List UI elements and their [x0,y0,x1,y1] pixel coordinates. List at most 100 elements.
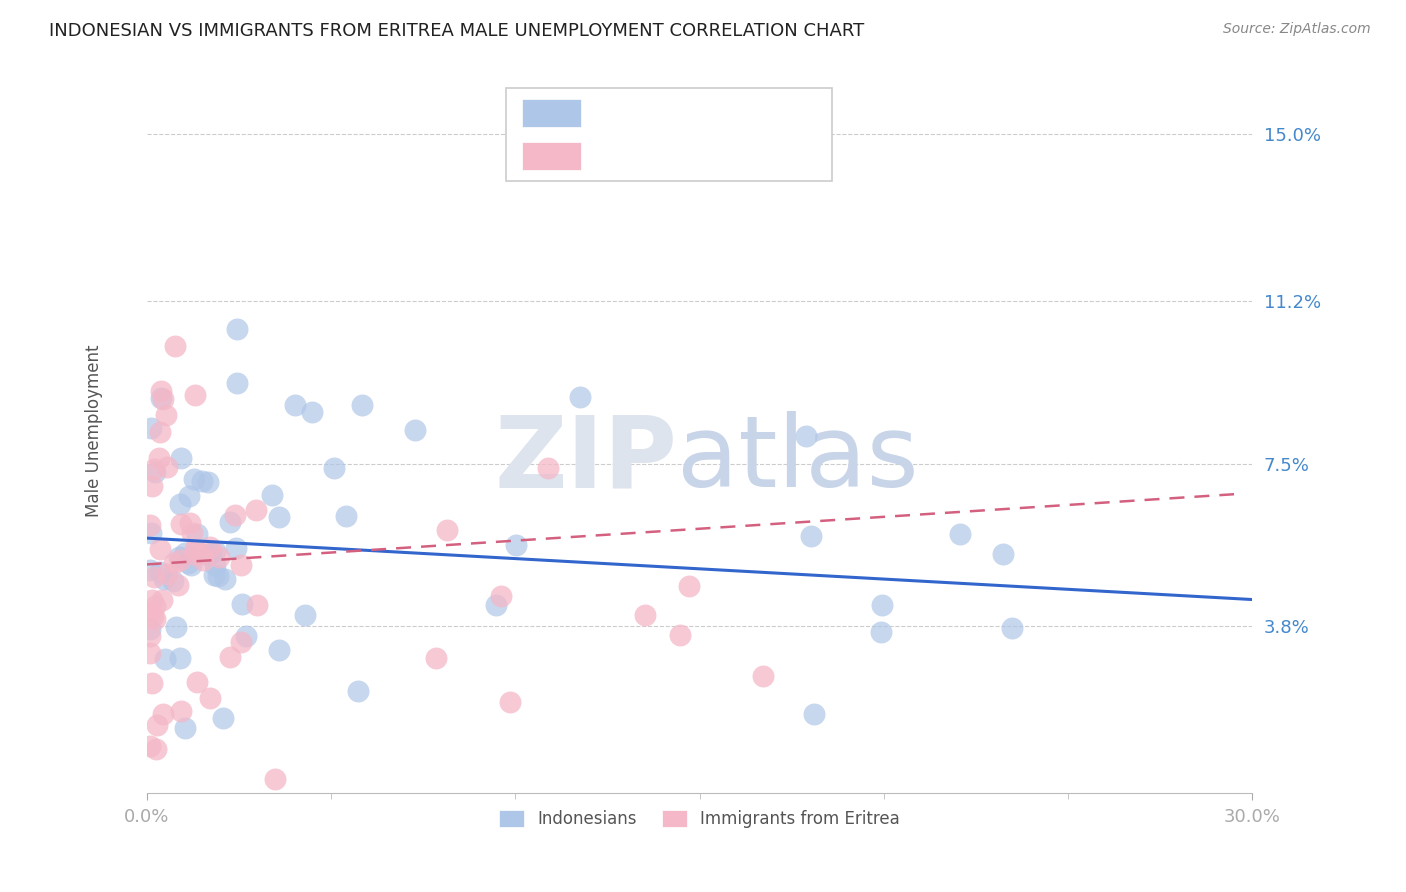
Point [139,525,162,540]
Point [425,651,447,665]
Point [150,593,173,607]
Point [246,598,269,612]
Point [143,599,166,613]
Point [352,398,374,412]
Point [139,605,162,619]
Point [284,398,307,412]
Point [224,508,246,523]
Point [335,508,357,523]
Point [139,629,162,643]
Point [152,706,174,721]
Point [436,524,458,538]
Point [143,612,166,626]
Point [191,553,214,567]
Point [165,620,187,634]
Point [167,549,190,564]
Point [156,460,179,475]
Point [183,387,205,401]
Point [139,739,162,753]
Point [214,572,236,586]
Point [170,450,193,465]
Point [149,384,172,398]
Point [225,376,247,390]
Point [183,547,205,561]
Point [346,684,368,698]
Point [139,420,162,434]
Point [264,772,287,787]
Text: Source: ZipAtlas.com: Source: ZipAtlas.com [1223,22,1371,37]
Point [197,475,219,490]
Point [404,423,426,437]
Point [803,706,825,721]
Point [149,565,172,579]
Text: ZIP: ZIP [495,411,678,508]
Point [207,568,229,582]
Point [163,339,186,353]
Point [176,556,198,570]
Point [198,548,221,562]
Text: atlas: atlas [678,411,920,508]
Point [181,525,204,540]
Point [294,608,316,623]
Point [169,497,191,511]
Text: INDONESIAN VS IMMIGRANTS FROM ERITREA MALE UNEMPLOYMENT CORRELATION CHART: INDONESIAN VS IMMIGRANTS FROM ERITREA MA… [49,22,865,40]
Point [153,572,176,586]
Point [226,321,249,335]
Point [170,516,193,531]
Point [225,541,247,555]
Point [191,474,214,488]
Point [141,479,163,493]
Point [235,629,257,643]
Point [537,460,560,475]
Point [155,408,177,422]
Point [170,704,193,718]
Point [146,718,169,732]
Point [169,651,191,665]
Point [141,676,163,690]
Point [794,429,817,443]
Point [180,558,202,573]
Point [260,488,283,502]
Point [143,462,166,476]
Point [148,450,170,465]
Point [505,538,527,552]
Point [167,578,190,592]
Point [156,566,179,581]
Point [678,579,700,593]
Point [568,390,591,404]
Point [229,635,252,649]
Point [872,599,894,613]
Point [179,489,201,503]
Point [186,674,208,689]
Point [301,404,323,418]
Text: Male Unemployment: Male Unemployment [84,344,103,516]
Point [174,546,197,560]
Point [269,509,291,524]
Point [208,549,231,564]
Point [190,547,212,561]
Point [1001,621,1024,635]
Point [169,553,191,567]
Point [323,460,346,475]
Point [163,556,186,570]
Point [183,472,205,486]
Point [145,742,167,756]
Point [669,628,692,642]
Point [231,558,253,572]
Point [149,541,172,556]
Point [143,570,166,584]
Point [139,646,162,660]
Point [948,527,970,541]
Point [141,593,163,607]
Point [139,563,162,577]
Point [184,541,207,556]
Point [245,502,267,516]
Point [204,544,226,558]
Point [499,695,522,709]
Point [634,608,657,623]
Point [150,391,173,405]
Point [179,516,201,530]
Point [485,598,508,612]
Point [155,651,177,665]
Point [491,589,513,603]
